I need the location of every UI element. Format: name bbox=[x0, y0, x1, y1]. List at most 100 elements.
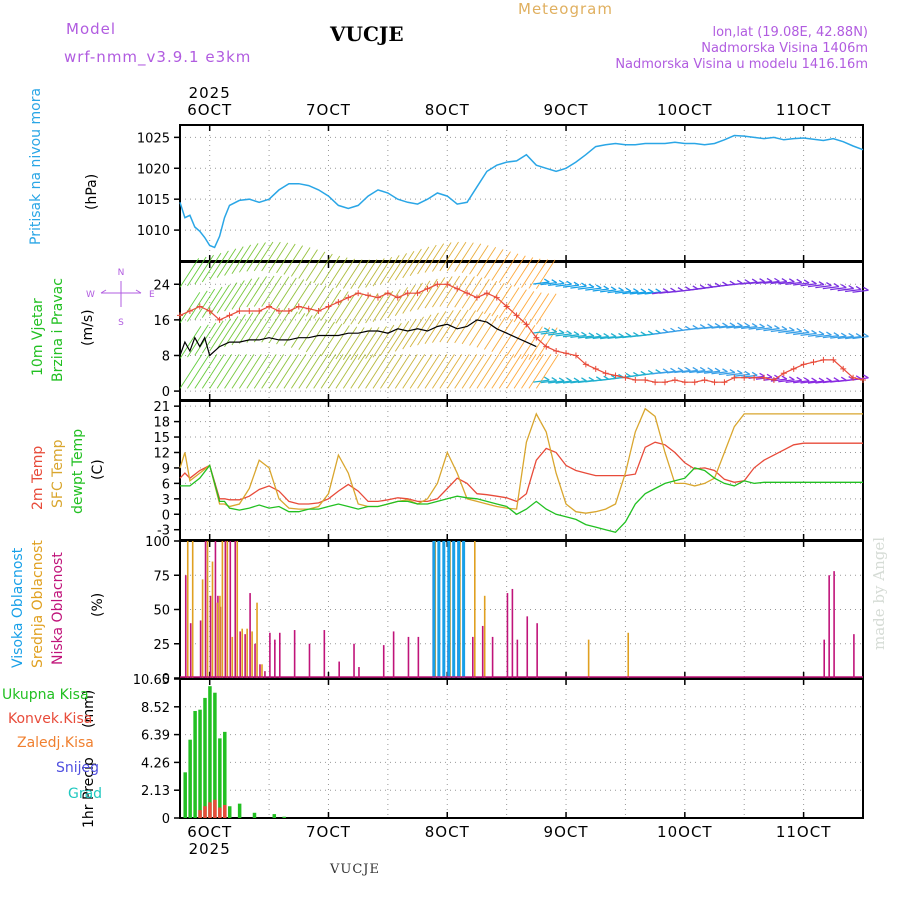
precip-bar bbox=[223, 731, 227, 818]
wind-arrow bbox=[852, 335, 869, 340]
wind-gust-marker bbox=[751, 374, 758, 381]
wind-arrow bbox=[815, 284, 832, 289]
wind-arrow-head bbox=[759, 323, 765, 328]
wind-gust-marker bbox=[454, 285, 461, 292]
wind-gust-marker bbox=[711, 379, 718, 386]
wind-arrow bbox=[718, 371, 735, 376]
precip-bar bbox=[203, 806, 207, 818]
wind-barb bbox=[335, 354, 359, 389]
wind-arrow-head bbox=[722, 368, 728, 373]
wind-arrow-head bbox=[744, 279, 751, 284]
wind-barb bbox=[239, 277, 260, 309]
wind-barb bbox=[409, 354, 433, 389]
wind-barb bbox=[521, 292, 542, 324]
wind-arrow-head bbox=[811, 329, 817, 334]
wind-arrow bbox=[570, 334, 587, 339]
wind-arrow bbox=[822, 335, 839, 339]
precip-bar bbox=[237, 803, 242, 818]
wind-arrow-head bbox=[818, 330, 825, 335]
wind-arrow-head bbox=[625, 287, 632, 292]
wind-barb bbox=[253, 275, 275, 307]
precip-bar bbox=[272, 814, 277, 818]
cloud-bar bbox=[407, 636, 410, 678]
wind-barb bbox=[261, 309, 283, 343]
wind-arrow-head bbox=[670, 287, 676, 292]
wind-gust-marker bbox=[325, 303, 332, 310]
wind-gust-marker bbox=[553, 348, 560, 355]
wind-arrow bbox=[770, 328, 787, 333]
day-label-bottom: 11OCT bbox=[776, 823, 832, 841]
wind-barb bbox=[417, 244, 437, 275]
wind-arrow-head bbox=[863, 332, 869, 338]
wind-arrow-head bbox=[736, 279, 743, 284]
wind-arrow-head bbox=[840, 332, 847, 337]
wind-arrow-head bbox=[803, 377, 810, 382]
wind-arrow-head bbox=[774, 277, 780, 282]
wind-gust-marker bbox=[434, 281, 441, 288]
wind-barb bbox=[283, 354, 307, 389]
wind-barb bbox=[335, 292, 357, 324]
y-tick-label: 18 bbox=[153, 416, 170, 431]
wind-barb bbox=[469, 245, 489, 275]
wind-barb bbox=[187, 354, 210, 389]
cloud-bar bbox=[308, 643, 311, 678]
wind-arrow bbox=[748, 281, 765, 285]
wind-arrow-head bbox=[603, 375, 610, 380]
station-title: VUCJE bbox=[330, 22, 404, 46]
wind-arrow-head bbox=[647, 288, 654, 293]
wind-barb bbox=[469, 312, 491, 346]
wind-arrow bbox=[562, 380, 580, 384]
wind-barb bbox=[409, 314, 432, 348]
wind-gust-marker bbox=[780, 370, 787, 377]
precip-bar bbox=[208, 802, 212, 818]
wind-arrow bbox=[629, 291, 646, 295]
precip-bar bbox=[203, 697, 207, 818]
cloud-bar bbox=[462, 541, 466, 678]
panel-frame-precip bbox=[179, 678, 864, 819]
wind-barb bbox=[454, 242, 474, 272]
precip-bar bbox=[218, 738, 222, 818]
wind-arrow bbox=[837, 287, 854, 292]
wind-gust-marker bbox=[741, 374, 748, 381]
precip-bar bbox=[208, 686, 212, 818]
y-tick-label: 24 bbox=[153, 278, 170, 293]
wind-barb bbox=[394, 354, 418, 389]
wind-arrow bbox=[815, 334, 832, 338]
temp-line-2 bbox=[180, 463, 863, 534]
wind-gust-marker bbox=[305, 305, 312, 312]
wind-arrow-head bbox=[840, 376, 847, 381]
y-tick-label: 1015 bbox=[137, 193, 170, 208]
wind-arrow-head bbox=[633, 288, 639, 293]
wind-arrow bbox=[600, 289, 617, 293]
cloud-bar bbox=[251, 631, 253, 678]
wind-barb bbox=[246, 354, 270, 389]
wind-arrow bbox=[600, 335, 617, 340]
cloud-bar bbox=[472, 636, 474, 678]
wind-arrow bbox=[741, 325, 758, 330]
wind-gust-marker bbox=[444, 281, 451, 288]
wind-arrow-head bbox=[766, 277, 773, 282]
wind-barb bbox=[439, 354, 463, 389]
wind-barb bbox=[305, 251, 326, 282]
wind-barb bbox=[194, 288, 216, 320]
wind-arrow-head bbox=[558, 329, 565, 334]
wind-arrow bbox=[830, 335, 847, 339]
wind-arrow-head bbox=[766, 324, 773, 329]
wind-arrow bbox=[570, 285, 587, 289]
cloud-bar bbox=[274, 639, 276, 678]
y-tick-label: 16 bbox=[153, 314, 170, 329]
wind-arrow bbox=[540, 331, 557, 335]
cloud-bar bbox=[209, 595, 212, 678]
y-tick-label: 15 bbox=[153, 431, 170, 446]
wind-barb bbox=[535, 327, 558, 361]
wind-arrow bbox=[800, 380, 817, 384]
compass-cross bbox=[100, 281, 142, 307]
legend-snow: Snijeg bbox=[56, 760, 100, 776]
precip-bar bbox=[193, 710, 197, 818]
wind-arrow-head bbox=[647, 369, 654, 375]
year-label-top: 2025 bbox=[189, 84, 231, 102]
cloud-bar bbox=[481, 625, 484, 678]
y-tick-label: 8 bbox=[162, 349, 170, 364]
wind-arrow bbox=[540, 379, 557, 384]
